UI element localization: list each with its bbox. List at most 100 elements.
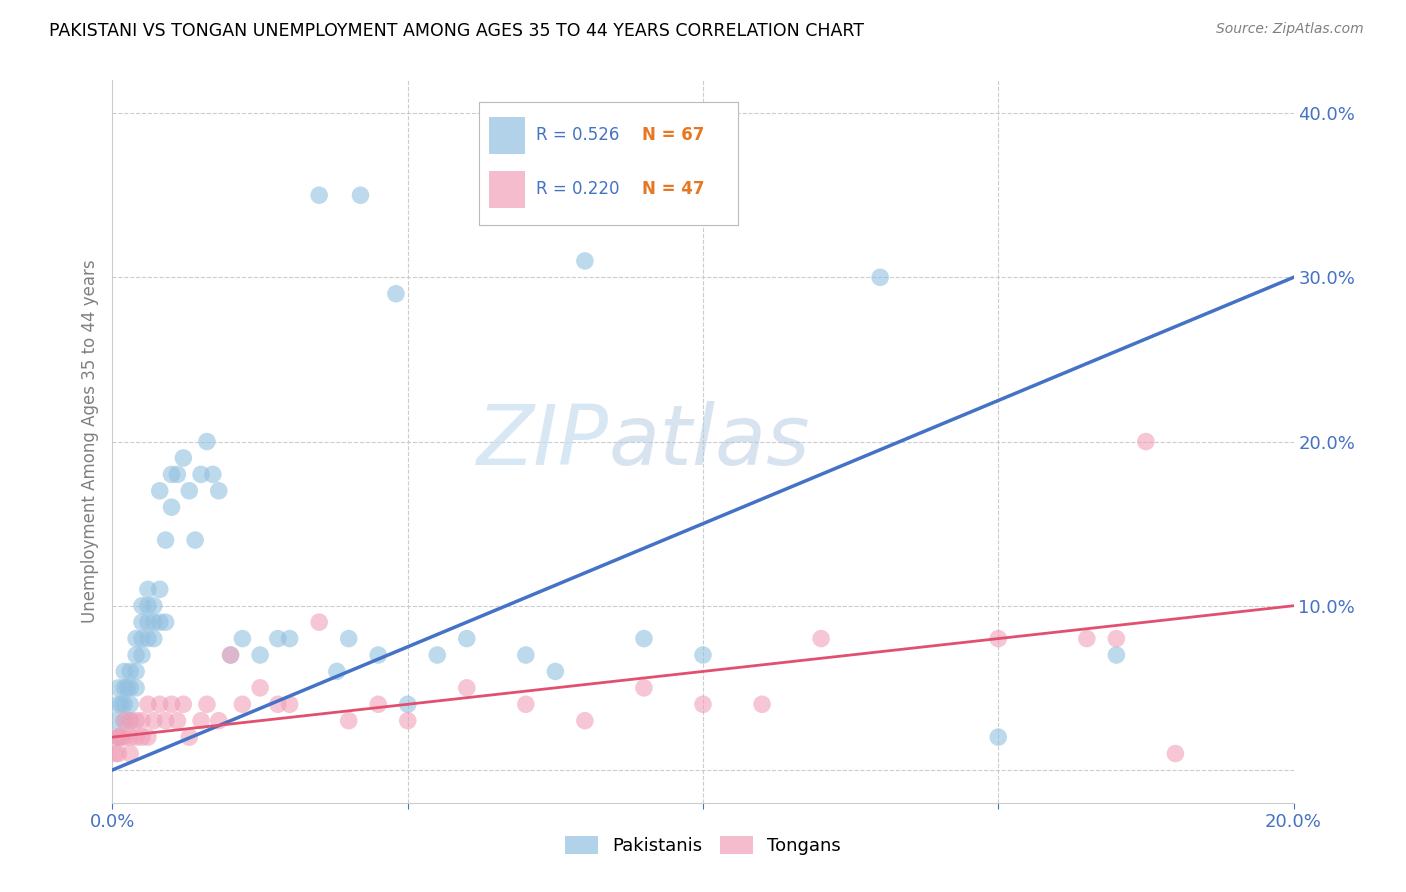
Point <box>456 632 478 646</box>
Point <box>149 698 172 712</box>
Point <box>308 188 330 202</box>
Point <box>456 681 478 695</box>
Point <box>337 714 360 728</box>
Point <box>166 467 188 482</box>
Point <box>107 698 129 712</box>
Point <box>1105 632 1128 646</box>
Point <box>125 665 148 679</box>
Point <box>367 648 389 662</box>
Point <box>136 615 159 630</box>
Point <box>131 648 153 662</box>
Point <box>249 681 271 695</box>
Point <box>810 632 832 646</box>
Point <box>125 632 148 646</box>
Point <box>120 714 142 728</box>
Point <box>136 582 159 597</box>
Point <box>179 730 201 744</box>
Point <box>231 632 253 646</box>
Point <box>987 730 1010 744</box>
Point <box>190 714 212 728</box>
Point <box>149 615 172 630</box>
Legend: Pakistanis, Tongans: Pakistanis, Tongans <box>558 829 848 863</box>
Point <box>112 698 135 712</box>
Point <box>367 698 389 712</box>
Point <box>136 698 159 712</box>
Point <box>692 648 714 662</box>
Point <box>385 286 408 301</box>
Point <box>249 648 271 662</box>
Point <box>131 730 153 744</box>
Text: ZIP: ZIP <box>477 401 609 482</box>
Point <box>155 533 177 547</box>
Point <box>349 188 371 202</box>
Point <box>195 434 218 449</box>
Point <box>136 730 159 744</box>
Point <box>544 665 567 679</box>
Point <box>160 467 183 482</box>
Point <box>195 698 218 712</box>
Point <box>208 714 231 728</box>
Point <box>396 714 419 728</box>
Point <box>160 698 183 712</box>
Point <box>267 698 290 712</box>
Point <box>112 681 135 695</box>
Point <box>120 730 142 744</box>
Point <box>987 632 1010 646</box>
Point <box>208 483 231 498</box>
Point <box>515 648 537 662</box>
Point <box>120 665 142 679</box>
Point <box>574 714 596 728</box>
Point <box>155 714 177 728</box>
Point <box>267 632 290 646</box>
Point <box>142 632 165 646</box>
Point <box>104 714 127 728</box>
Point <box>142 714 165 728</box>
Point <box>136 599 159 613</box>
Point <box>308 615 330 630</box>
Point <box>110 698 132 712</box>
Point <box>633 632 655 646</box>
Point <box>142 599 165 613</box>
Point <box>1135 434 1157 449</box>
Text: PAKISTANI VS TONGAN UNEMPLOYMENT AMONG AGES 35 TO 44 YEARS CORRELATION CHART: PAKISTANI VS TONGAN UNEMPLOYMENT AMONG A… <box>49 22 865 40</box>
Point <box>219 648 242 662</box>
Point <box>131 714 153 728</box>
Point <box>112 730 135 744</box>
Point <box>120 698 142 712</box>
Point <box>172 450 194 465</box>
Point <box>692 698 714 712</box>
Point <box>190 467 212 482</box>
Point <box>1164 747 1187 761</box>
Point <box>326 665 349 679</box>
Point <box>396 698 419 712</box>
Point <box>219 648 242 662</box>
Point <box>120 747 142 761</box>
Point <box>125 714 148 728</box>
Text: atlas: atlas <box>609 401 810 482</box>
Point <box>120 681 142 695</box>
Y-axis label: Unemployment Among Ages 35 to 44 years: Unemployment Among Ages 35 to 44 years <box>80 260 98 624</box>
Point <box>201 467 224 482</box>
Point <box>110 730 132 744</box>
Point <box>278 698 301 712</box>
Point <box>184 533 207 547</box>
Point <box>574 253 596 268</box>
Point <box>149 483 172 498</box>
Point <box>136 632 159 646</box>
Point <box>179 483 201 498</box>
Point <box>426 648 449 662</box>
Point <box>337 632 360 646</box>
Point <box>485 188 508 202</box>
Point <box>131 599 153 613</box>
Point <box>117 681 138 695</box>
Point <box>107 730 129 744</box>
Point <box>166 714 188 728</box>
Point <box>160 500 183 515</box>
Point <box>155 615 177 630</box>
Point <box>125 681 148 695</box>
Point <box>131 632 153 646</box>
Point <box>142 615 165 630</box>
Point <box>1105 648 1128 662</box>
Point <box>120 714 142 728</box>
Point <box>107 681 129 695</box>
